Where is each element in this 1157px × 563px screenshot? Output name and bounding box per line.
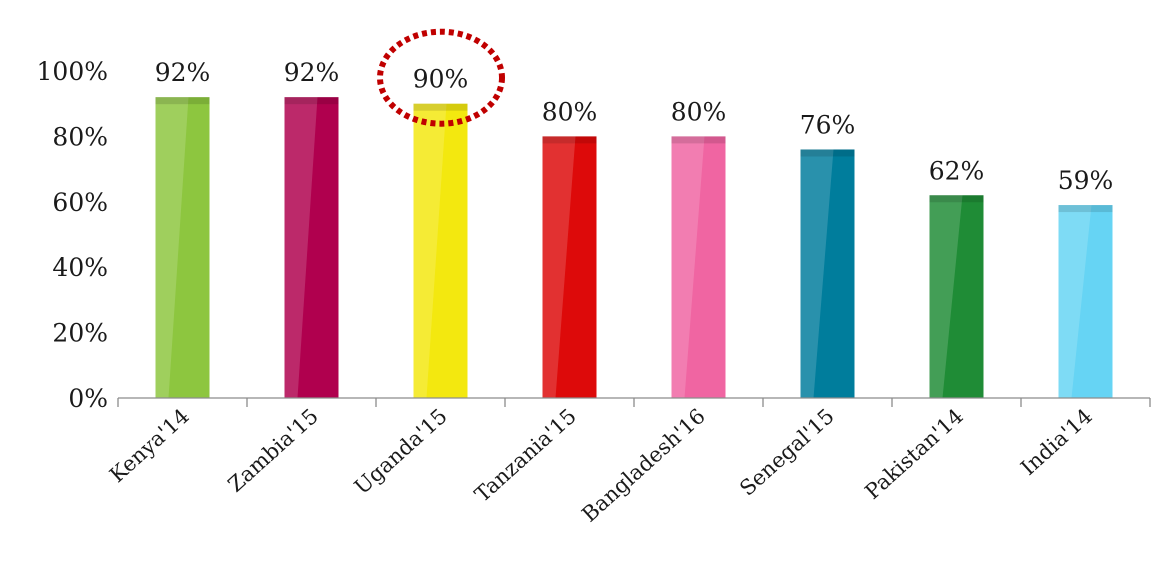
bar <box>929 195 984 398</box>
bars <box>155 97 1113 398</box>
y-tick-label: 100% <box>37 57 108 86</box>
bar-cap <box>800 149 855 157</box>
x-tick-label: Uganda'15 <box>350 404 452 499</box>
bar-group <box>413 103 468 398</box>
bar-group <box>542 136 597 398</box>
bar-cap <box>413 103 468 111</box>
data-label: 90% <box>413 65 469 94</box>
highlight-dotted-circle <box>377 28 505 127</box>
x-tick-label: Bangladesh'16 <box>577 404 710 527</box>
bar <box>671 136 726 398</box>
x-tick-label: Zambia'15 <box>223 404 322 497</box>
x-tick-label: India'14 <box>1016 404 1097 480</box>
bar-group <box>671 136 726 398</box>
bar-group <box>284 97 339 398</box>
data-label: 59% <box>1058 166 1114 195</box>
bar-cap <box>542 136 597 144</box>
bar-cap <box>155 97 210 105</box>
bar <box>284 97 339 398</box>
y-tick-label: 80% <box>52 122 108 151</box>
bar-sheen <box>800 149 834 398</box>
bar-sheen <box>155 97 189 398</box>
data-label: 92% <box>155 58 211 87</box>
bar-group <box>800 149 855 398</box>
highlight-circle <box>377 28 505 127</box>
data-label: 80% <box>671 97 727 126</box>
x-tick-label: Kenya'14 <box>105 404 194 487</box>
data-labels: 92% 92% 90% 80% 80% 76% 62% 59% <box>155 58 1114 195</box>
bar <box>413 103 468 398</box>
data-label: 76% <box>800 110 856 139</box>
data-label: 62% <box>929 156 985 185</box>
y-tick-label: 20% <box>52 319 108 348</box>
bar-group <box>1058 205 1113 398</box>
y-tick-label: 60% <box>52 188 108 217</box>
bar-cap <box>1058 205 1113 213</box>
bar-group <box>155 97 210 398</box>
bar-sheen <box>284 97 318 398</box>
bar-cap <box>671 136 726 144</box>
bar-group <box>929 195 984 398</box>
data-label: 92% <box>284 58 340 87</box>
x-tick-label: Senegal'15 <box>735 404 839 501</box>
bar <box>542 136 597 398</box>
bar <box>155 97 210 398</box>
bar-sheen <box>929 195 963 398</box>
y-tick-label: 40% <box>52 253 108 282</box>
x-tick-label: Pakistan'14 <box>860 404 967 504</box>
bar-sheen <box>542 136 576 398</box>
bar-cap <box>929 195 984 203</box>
bar-sheen <box>413 103 447 398</box>
x-axis <box>117 397 1151 407</box>
bar-cap <box>284 97 339 105</box>
bar <box>1058 205 1113 398</box>
y-axis-ticks: 0% 20% 40% 60% 80% 100% <box>37 57 108 413</box>
x-tick-label: Tanzania'15 <box>470 404 581 507</box>
y-tick-label: 0% <box>68 384 108 413</box>
bar-sheen <box>671 136 705 398</box>
bar <box>800 149 855 398</box>
x-axis-tick-labels: Kenya'14 Zambia'15 Uganda'15 Tanzania'15Ban… <box>105 404 1097 527</box>
bar-sheen <box>1058 205 1092 398</box>
data-label: 80% <box>542 97 598 126</box>
